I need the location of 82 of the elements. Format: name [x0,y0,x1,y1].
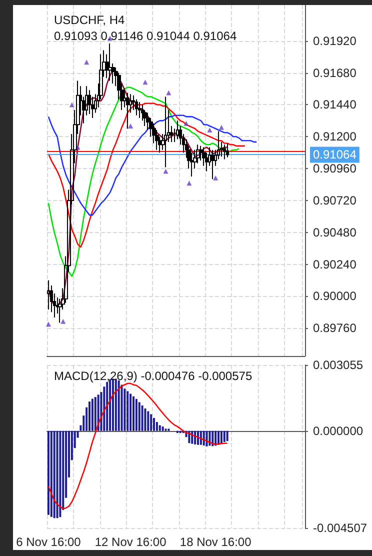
point [184,120,189,126]
bar [106,382,108,431]
bar [179,430,182,434]
line-series [48,382,228,510]
bar [97,394,100,431]
bar [91,398,94,431]
bar [132,396,134,431]
y-tick-label: 0.90960 [313,162,357,176]
chart-title: MACD(12,26,9) -0.000476 -0.000575 [54,369,252,383]
bar [47,430,50,515]
bar [50,430,52,517]
bar [220,430,222,444]
bar [144,408,146,431]
ref-line-label: 0.91064 [313,148,357,162]
bar [59,430,62,518]
point [69,102,74,108]
line-series [48,70,228,306]
point [218,124,224,130]
point [186,180,192,186]
candlestick [88,90,91,115]
point [60,318,66,324]
bar [218,430,220,445]
bar [156,422,158,431]
y-tick-label: 0.000000 [313,424,364,438]
candlestick [135,98,138,116]
bar [153,418,156,431]
bar [126,391,129,431]
bar [223,430,226,442]
candlestick [108,43,112,82]
bar [56,430,58,518]
bar [94,397,96,431]
point [207,127,212,132]
x-tick-label: 12 Nov 16:00 [94,535,167,549]
bar [124,388,126,431]
point [128,123,134,128]
bar [200,430,202,445]
x-tick-label: 6 Nov 16:00 [16,535,82,549]
y-tick-label: 0.90480 [313,225,357,240]
bar [138,402,140,431]
y-tick-label: 0.91920 [313,34,357,48]
y-tick-label: 0.90240 [313,257,357,272]
y-tick-label: -0.004507 [313,521,368,535]
bar [158,425,161,431]
bar [176,430,178,434]
candlestick [47,280,50,310]
line-series [48,114,258,216]
y-tick-label: 0.89760 [313,321,357,336]
x-tick-label: 18 Nov 16:00 [180,535,252,549]
bar [141,405,144,431]
bar [226,430,228,442]
point [142,80,148,85]
point [213,175,218,180]
text: USDCHF, H4 [54,13,125,27]
bar [162,426,164,431]
candlestick [211,149,214,180]
bar [147,411,150,431]
candlestick [138,102,141,119]
bar [135,398,138,431]
candlestick [126,92,129,130]
point [46,322,51,327]
y-tick-label: 0.91680 [313,66,357,80]
candlestick [226,143,229,158]
candlestick [223,144,226,160]
y-tick-label: 0.90000 [313,289,357,304]
bar [196,430,199,445]
y-tick-label: 0.91440 [313,98,357,112]
bar [206,430,208,446]
point [166,90,172,96]
bar [150,414,152,431]
bar [53,430,56,518]
point [84,60,90,65]
bar [88,402,91,431]
line-series [48,86,240,277]
point [163,168,168,174]
candlestick [164,96,167,168]
bar [202,430,205,446]
bar [120,384,123,431]
y-tick-label: 0.90720 [313,193,357,208]
text: 0.91093 0.91146 0.91044 0.91064 [54,29,237,43]
bar [130,394,132,431]
y-tick-label: 0.91200 [313,130,357,144]
y-tick-label: 0.003055 [313,358,364,372]
